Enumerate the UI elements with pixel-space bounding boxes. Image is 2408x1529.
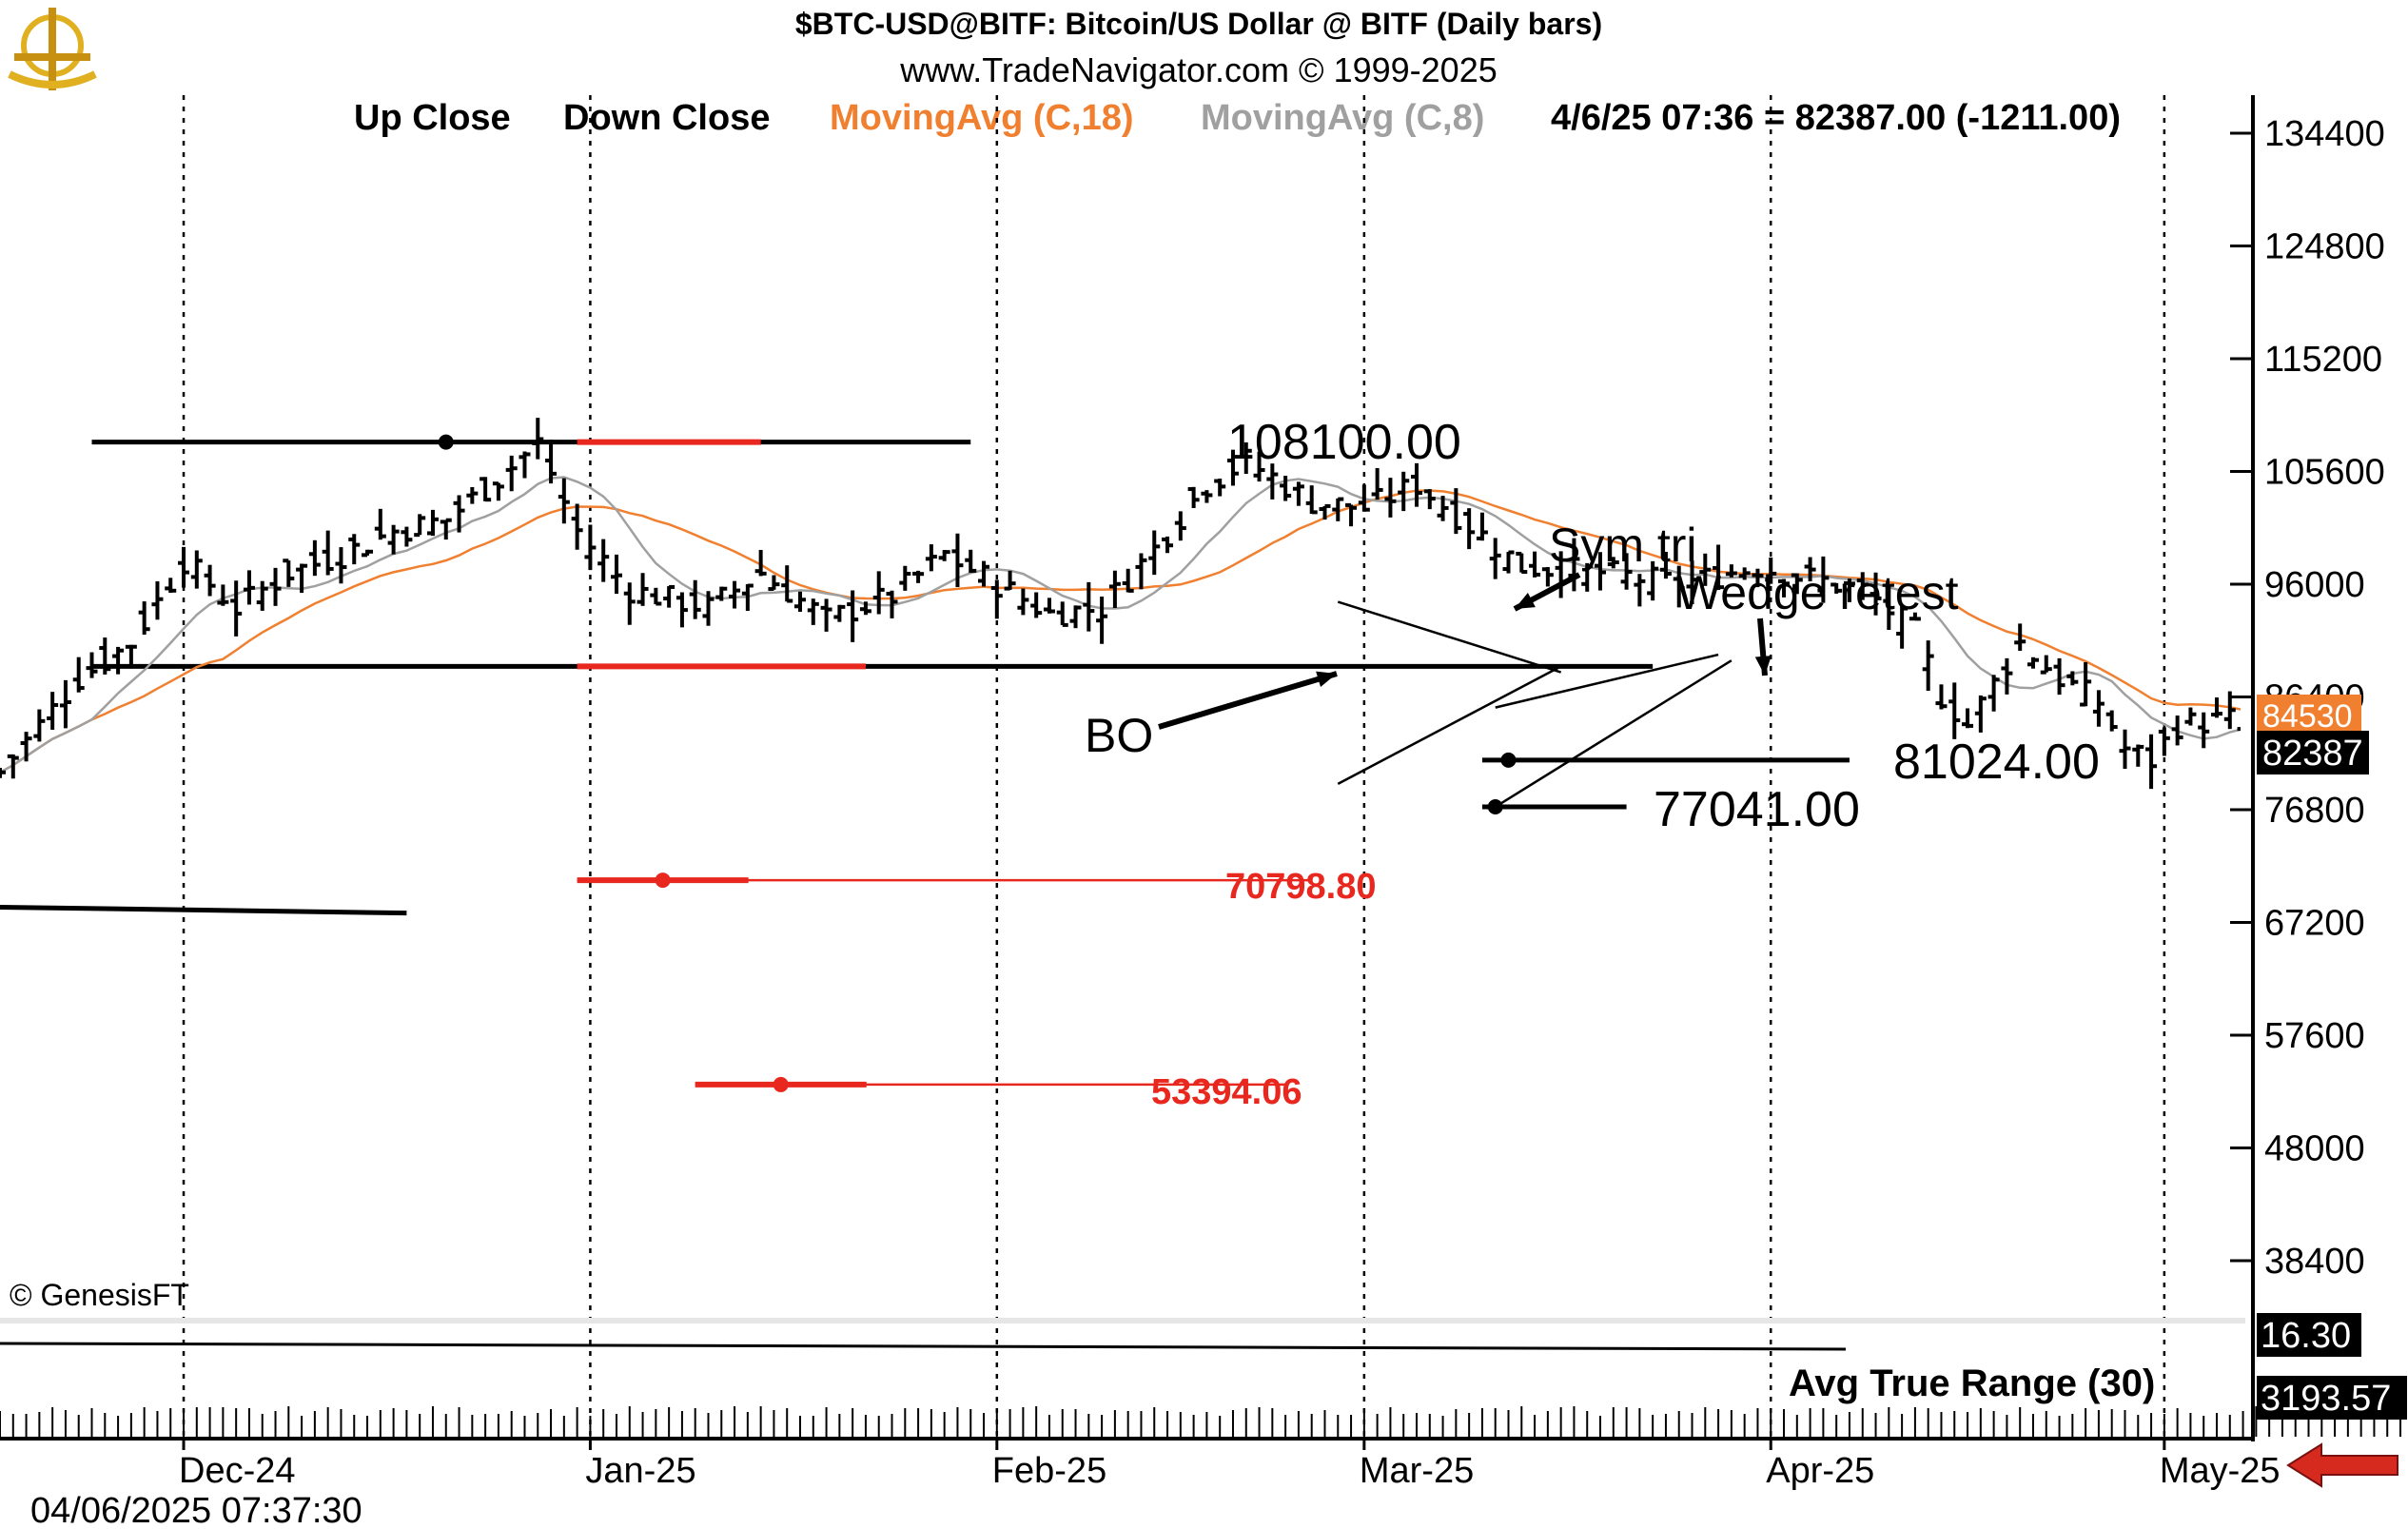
atr-value1-box bbox=[2257, 1313, 2361, 1357]
high-dot bbox=[438, 434, 454, 450]
y-tick-label: 76800 bbox=[2264, 791, 2365, 831]
label-low-level: 81024.00 bbox=[1893, 735, 2100, 790]
atr-indicator bbox=[0, 1342, 2402, 1437]
label-target1: 70798.80 bbox=[1225, 867, 1377, 907]
bo-arrow bbox=[1158, 671, 1338, 730]
ma8-polyline bbox=[0, 476, 2241, 774]
chart-title: $BTC-USD@BITF: Bitcoin/US Dollar @ BITF … bbox=[795, 7, 1602, 41]
x-tick-label: May-25 bbox=[2160, 1451, 2281, 1491]
label-swing-low: 77041.00 bbox=[1654, 782, 1860, 837]
label-resistance: 108100.00 bbox=[1227, 415, 1461, 470]
label-wedge-retest: Wedge retest bbox=[1676, 566, 1959, 619]
chart-subtitle: www.TradeNavigator.com © 1999-2025 bbox=[899, 50, 1498, 89]
y-tick-label: 57600 bbox=[2264, 1016, 2365, 1056]
y-tick-label: 134400 bbox=[2264, 114, 2385, 154]
level-lines bbox=[0, 439, 1850, 1092]
label-bo: BO bbox=[1085, 709, 1153, 762]
legend-down-close: Down Close bbox=[563, 98, 770, 138]
x-tick-label: Feb-25 bbox=[992, 1451, 1106, 1491]
y-tick-label: 105600 bbox=[2264, 453, 2385, 493]
swing-low-dot bbox=[1487, 799, 1503, 815]
atr-line bbox=[0, 1342, 1847, 1351]
last-price-box bbox=[2257, 731, 2369, 774]
price-bars bbox=[0, 418, 2241, 790]
low-level-dot bbox=[1500, 752, 1517, 768]
legend-ma8: MovingAvg (C,8) bbox=[1201, 98, 1484, 138]
atr-value2: 3193.57 bbox=[2261, 1379, 2391, 1419]
timestamp: 04/06/2025 07:37:30 bbox=[30, 1491, 362, 1529]
atr-value2-box bbox=[2257, 1376, 2407, 1420]
pattern-lines bbox=[438, 434, 1733, 815]
x-tick-label: Mar-25 bbox=[1360, 1451, 1474, 1491]
label-target2: 53394.06 bbox=[1151, 1072, 1302, 1112]
ma-price-box-label: 84530 bbox=[2262, 698, 2353, 735]
wedge-retest-arrow-head bbox=[1754, 656, 1772, 676]
annotation-arrows bbox=[1158, 572, 1772, 730]
x-tick-label: Jan-25 bbox=[585, 1451, 695, 1491]
ma18-line bbox=[0, 489, 2241, 774]
last-price-box-label: 82387 bbox=[2262, 734, 2363, 774]
y-tick-label: 48000 bbox=[2264, 1129, 2365, 1169]
y-tick-label: 124800 bbox=[2264, 227, 2385, 267]
ma8-line bbox=[0, 476, 2241, 774]
y-tick-label: 115200 bbox=[2264, 340, 2382, 380]
legend-ma18: MovingAvg (C,18) bbox=[830, 98, 1134, 138]
atr-value1: 16.30 bbox=[2261, 1316, 2351, 1356]
copyright: © GenesisFT bbox=[10, 1278, 189, 1312]
sym-tri-arrow-head bbox=[1515, 592, 1536, 609]
legend-up-close: Up Close bbox=[354, 98, 511, 138]
legend-readout: 4/6/25 07:36 = 82387.00 (-1211.00) bbox=[1551, 98, 2121, 138]
y-tick-label: 67200 bbox=[2264, 904, 2365, 944]
prior-level-line bbox=[0, 904, 407, 916]
red-arrow-icon bbox=[2286, 1442, 2398, 1488]
y-axis-ticks: 1344001248001152001056009600086400768006… bbox=[2230, 114, 2385, 1282]
x-tick-label: Dec-24 bbox=[179, 1451, 296, 1491]
vertical-gridlines bbox=[182, 95, 2166, 1437]
y-tick-label: 38400 bbox=[2264, 1242, 2365, 1282]
x-tick-label: Apr-25 bbox=[1766, 1451, 1874, 1491]
y-tick-label: 96000 bbox=[2264, 565, 2365, 605]
atr-label: Avg True Range (30) bbox=[1789, 1362, 2155, 1404]
bo-arrow-head bbox=[1316, 671, 1337, 688]
level-dot bbox=[773, 1076, 789, 1092]
ma18-polyline bbox=[0, 489, 2241, 774]
x-axis-ticks: Dec-24 Jan-25 Feb-25 Mar-25 Apr-25 May-25 bbox=[179, 1439, 2281, 1491]
trade-navigator-logo-icon bbox=[8, 8, 97, 90]
sym-tri-upper bbox=[1337, 600, 1562, 674]
ma-price-box bbox=[2257, 695, 2361, 735]
level-dot bbox=[655, 872, 671, 889]
wedge-lower bbox=[1495, 659, 1733, 809]
wedge-upper bbox=[1495, 653, 1719, 709]
label-sym-tri: Sym tri bbox=[1549, 519, 1697, 572]
sym-tri-lower bbox=[1337, 665, 1562, 785]
